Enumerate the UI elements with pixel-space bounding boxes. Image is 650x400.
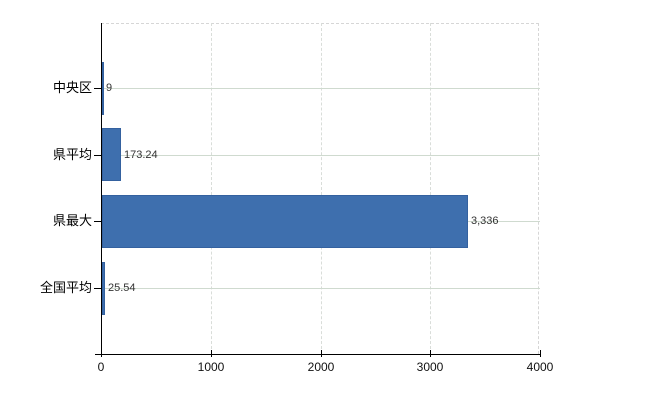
bar	[102, 262, 105, 315]
category-label: 全国平均	[39, 280, 92, 295]
x-axis-tick	[540, 350, 541, 357]
plot-area-border	[101, 23, 539, 354]
x-tick-label: 0	[97, 360, 105, 374]
horizontal-gridline	[102, 288, 540, 289]
y-axis-tick	[94, 88, 101, 89]
bar-value-label: 9	[106, 82, 113, 94]
x-tick-label: 1000	[197, 360, 225, 374]
y-axis-tick	[94, 288, 101, 289]
x-axis-tick	[101, 350, 102, 357]
category-label: 中央区	[52, 80, 92, 95]
horizontal-gridline	[102, 88, 540, 89]
vertical-gridline	[210, 23, 212, 354]
bar	[102, 62, 104, 115]
y-axis-tick	[94, 221, 101, 222]
x-axis-line	[95, 354, 540, 355]
vertical-gridline	[320, 23, 322, 354]
x-axis-tick	[211, 350, 212, 357]
y-axis-line	[101, 23, 102, 354]
category-label: 県平均	[52, 147, 92, 162]
bar	[102, 195, 468, 248]
x-axis-tick	[321, 350, 322, 357]
bar-value-label: 25.54	[108, 282, 136, 294]
bar	[102, 128, 121, 181]
x-tick-label: 2000	[307, 360, 335, 374]
bar-value-label: 3,336	[471, 215, 499, 227]
x-tick-label: 3000	[416, 360, 444, 374]
x-axis-tick	[430, 350, 431, 357]
horizontal-gridline	[102, 155, 540, 156]
y-axis-tick	[94, 155, 101, 156]
bar-value-label: 173.24	[124, 149, 158, 161]
x-tick-label: 4000	[526, 360, 554, 374]
category-label: 県最大	[52, 213, 92, 228]
vertical-gridline	[430, 23, 432, 354]
